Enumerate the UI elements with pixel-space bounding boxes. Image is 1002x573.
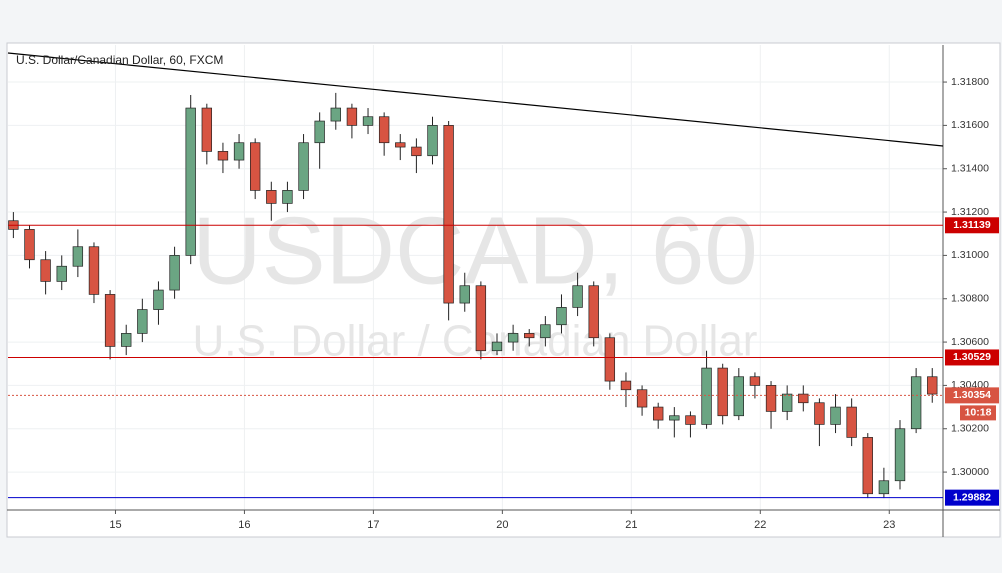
candle-body [862, 437, 873, 495]
candle-body [491, 341, 503, 352]
candle-body [507, 333, 519, 343]
candle-body [72, 246, 84, 267]
last-price-label: 1.30354 [953, 389, 991, 401]
candle-body [798, 393, 809, 404]
y-tick-label: 1.30800 [951, 293, 989, 305]
candle-body [24, 229, 35, 261]
candle-body [411, 146, 422, 157]
candle-body [104, 294, 116, 347]
last-price-box [945, 387, 999, 404]
price-label-box [945, 349, 999, 366]
candle-body [910, 376, 922, 430]
candle-body [556, 307, 567, 326]
candle-body [169, 255, 180, 291]
x-tick-label: 22 [754, 519, 766, 531]
watermark-subtitle: U.S. Dollar / Canadian Dollar [193, 317, 758, 366]
y-tick-label: 1.31000 [951, 249, 989, 261]
candle-body [604, 337, 616, 382]
candle-body [249, 142, 261, 191]
candle-body [669, 415, 680, 421]
watermark: USDCAD, 60 [192, 197, 758, 304]
candle-body [540, 324, 551, 339]
candle-body [282, 190, 293, 204]
price-label-box [945, 217, 999, 234]
countdown-box [960, 405, 996, 421]
candle-body [733, 376, 744, 417]
candle-body [653, 406, 664, 421]
y-tick-label: 1.31400 [951, 163, 989, 175]
candle-body [636, 389, 648, 408]
candle-body [266, 190, 277, 204]
candle-body [717, 367, 728, 417]
candle-body [927, 376, 938, 395]
candle-body [330, 107, 341, 122]
candle-body [346, 107, 358, 126]
candle-body [894, 428, 906, 482]
candle-body [475, 285, 487, 352]
candle-body [765, 385, 777, 412]
candle-body [137, 309, 148, 334]
candle-body [830, 406, 841, 425]
candle-body [572, 285, 583, 308]
candle-body [378, 116, 390, 144]
x-tick-label: 16 [238, 519, 250, 531]
chart-title: U.S. Dollar/Canadian Dollar, 60, FXCM [16, 53, 223, 67]
candle-body [427, 125, 438, 157]
candle-body [701, 367, 712, 425]
candle-body [185, 107, 196, 256]
x-tick-label: 20 [496, 519, 508, 531]
candle-body [620, 380, 632, 391]
countdown: 10:18 [965, 407, 992, 419]
price-label: 1.30529 [953, 351, 991, 363]
candle-body [443, 125, 454, 304]
candle-body [201, 107, 213, 152]
x-tick-label: 17 [367, 519, 379, 531]
candle-body [88, 246, 100, 295]
y-tick-label: 1.31800 [951, 76, 989, 88]
candle-body [362, 116, 374, 126]
x-tick-label: 21 [625, 519, 637, 531]
candle-body [153, 289, 164, 310]
candle-body [524, 333, 535, 339]
price-label-box [945, 489, 999, 506]
y-tick-label: 1.30600 [951, 336, 989, 348]
y-tick-label: 1.31200 [951, 206, 989, 218]
trendline [7, 52, 944, 147]
candle-body [298, 142, 309, 191]
x-tick-label: 15 [109, 519, 121, 531]
x-tick-label: 23 [883, 519, 895, 531]
candle-body [749, 376, 761, 386]
candle-body [121, 333, 132, 347]
y-tick-label: 1.30000 [951, 466, 989, 478]
candle-body [395, 142, 406, 148]
price-label: 1.29882 [953, 491, 991, 503]
candle-body [56, 265, 67, 282]
candle-body [314, 120, 325, 144]
price-label: 1.31139 [953, 219, 991, 231]
candle-body [217, 151, 229, 161]
candle-body [814, 402, 825, 425]
candle-body [878, 480, 890, 495]
y-tick-label: 1.31600 [951, 119, 989, 131]
candle-body [459, 285, 470, 304]
candle-body [588, 285, 599, 339]
candle-body [40, 259, 51, 282]
candle-body [846, 406, 857, 438]
candle-body [233, 142, 245, 161]
candle-body [685, 415, 696, 425]
y-tick-label: 1.30200 [951, 423, 989, 435]
candle-body [781, 393, 793, 412]
